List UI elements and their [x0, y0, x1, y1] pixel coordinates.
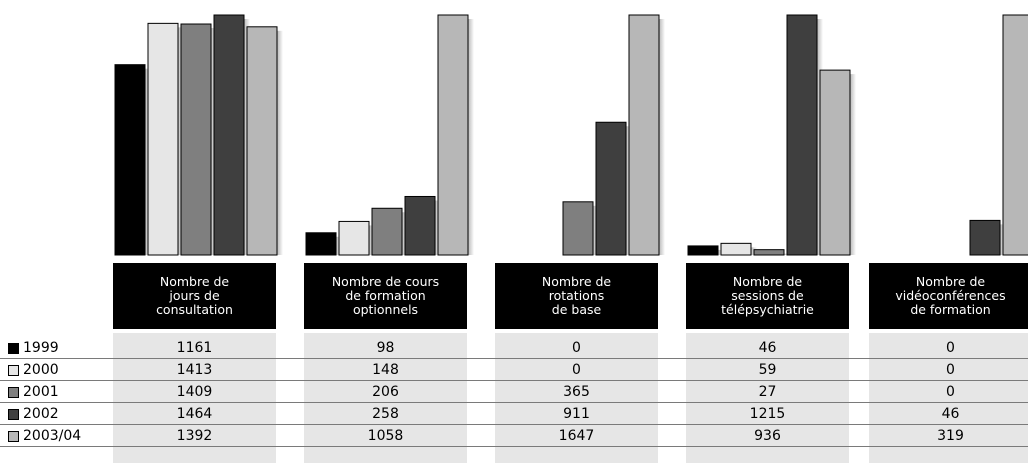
bar-shadow [659, 19, 665, 255]
legend-label: 2002 [23, 406, 59, 422]
row-divider [0, 424, 1028, 425]
bar-2003-04-group-1 [437, 14, 469, 256]
category-header: Nombre de sessions de télépsychiatrie [686, 263, 849, 329]
bar-2003-04-group-3 [819, 69, 851, 256]
table-cell: 319 [937, 428, 964, 444]
category-header: Nombre de rotations de base [495, 263, 658, 329]
legend-row-label: 2000 [8, 359, 59, 381]
bar-2001-group-3 [753, 249, 785, 256]
legend-label: 2003/04 [23, 428, 82, 444]
column-stripe [686, 333, 849, 463]
table-cell: 258 [372, 406, 399, 422]
table-cell: 1647 [558, 428, 595, 444]
legend-swatch [8, 364, 19, 376]
category-header: Nombre de cours de formation optionnels [304, 263, 467, 329]
bar-2000-group-1 [338, 220, 370, 256]
legend-row-label: 1999 [8, 337, 59, 359]
category-header: Nombre de vidéoconférences de formation [869, 263, 1028, 329]
bar-2001-group-1 [371, 207, 403, 256]
column-stripe [304, 333, 467, 463]
row-divider [0, 380, 1028, 381]
legend-swatch [8, 386, 19, 398]
legend-swatch [8, 408, 19, 420]
row-divider [0, 446, 1028, 447]
category-header: Nombre de jours de consultation [113, 263, 276, 329]
column-stripe [495, 333, 658, 463]
bar-2002-group-2 [595, 121, 627, 256]
table-cell: 936 [754, 428, 781, 444]
row-divider [0, 358, 1028, 359]
bar-2001-group-0 [180, 23, 212, 256]
bar-2002-group-3 [786, 14, 818, 256]
table-cell: 1161 [176, 340, 213, 356]
bar-2002-group-4 [969, 219, 1001, 256]
bar-shadow [468, 19, 474, 255]
legend-swatch [8, 342, 19, 354]
table-cell: 0 [572, 362, 581, 378]
bar-2003-04-group-0 [246, 26, 278, 256]
table-cell: 98 [376, 340, 395, 356]
bar-2000-group-3 [720, 242, 752, 256]
table-cell: 1413 [176, 362, 213, 378]
legend-swatch [8, 430, 19, 442]
table-cell: 46 [941, 406, 960, 422]
bar-2002-group-0 [213, 14, 245, 256]
table-cell: 1409 [176, 384, 213, 400]
bar-chart [114, 14, 1028, 256]
legend-row-label: 2002 [8, 403, 59, 425]
table-cell: 365 [563, 384, 590, 400]
bar-2003-04-group-2 [628, 14, 660, 256]
legend-row-label: 2001 [8, 381, 59, 403]
legend-label: 1999 [23, 340, 59, 356]
bar-shadow [277, 30, 283, 255]
table-cell: 0 [946, 362, 955, 378]
table-cell: 59 [758, 362, 777, 378]
table-cell: 27 [758, 384, 777, 400]
table-cell: 0 [572, 340, 581, 356]
table-cell: 911 [563, 406, 590, 422]
bar-shadow [850, 74, 856, 255]
table-cell: 148 [372, 362, 399, 378]
row-divider [0, 402, 1028, 403]
table-cell: 1215 [749, 406, 786, 422]
table-cell: 206 [372, 384, 399, 400]
bar-2003-04-group-4 [1002, 14, 1028, 256]
table-cell: 0 [946, 384, 955, 400]
bar-2002-group-1 [404, 195, 436, 256]
legend-row-label: 2003/04 [8, 425, 81, 447]
table-cell: 46 [758, 340, 777, 356]
table-cell: 1464 [176, 406, 213, 422]
bar-2000-group-0 [147, 22, 179, 256]
bar-2001-group-2 [562, 201, 594, 256]
legend-label: 2000 [23, 362, 59, 378]
bar-1999-group-3 [687, 245, 719, 256]
legend-label: 2001 [23, 384, 59, 400]
column-stripe [113, 333, 276, 463]
table-cell: 1392 [176, 428, 213, 444]
table-cell: 0 [946, 340, 955, 356]
bar-1999-group-0 [114, 64, 146, 256]
column-stripe [869, 333, 1028, 463]
table-cell: 1058 [367, 428, 404, 444]
bar-1999-group-1 [305, 232, 337, 256]
